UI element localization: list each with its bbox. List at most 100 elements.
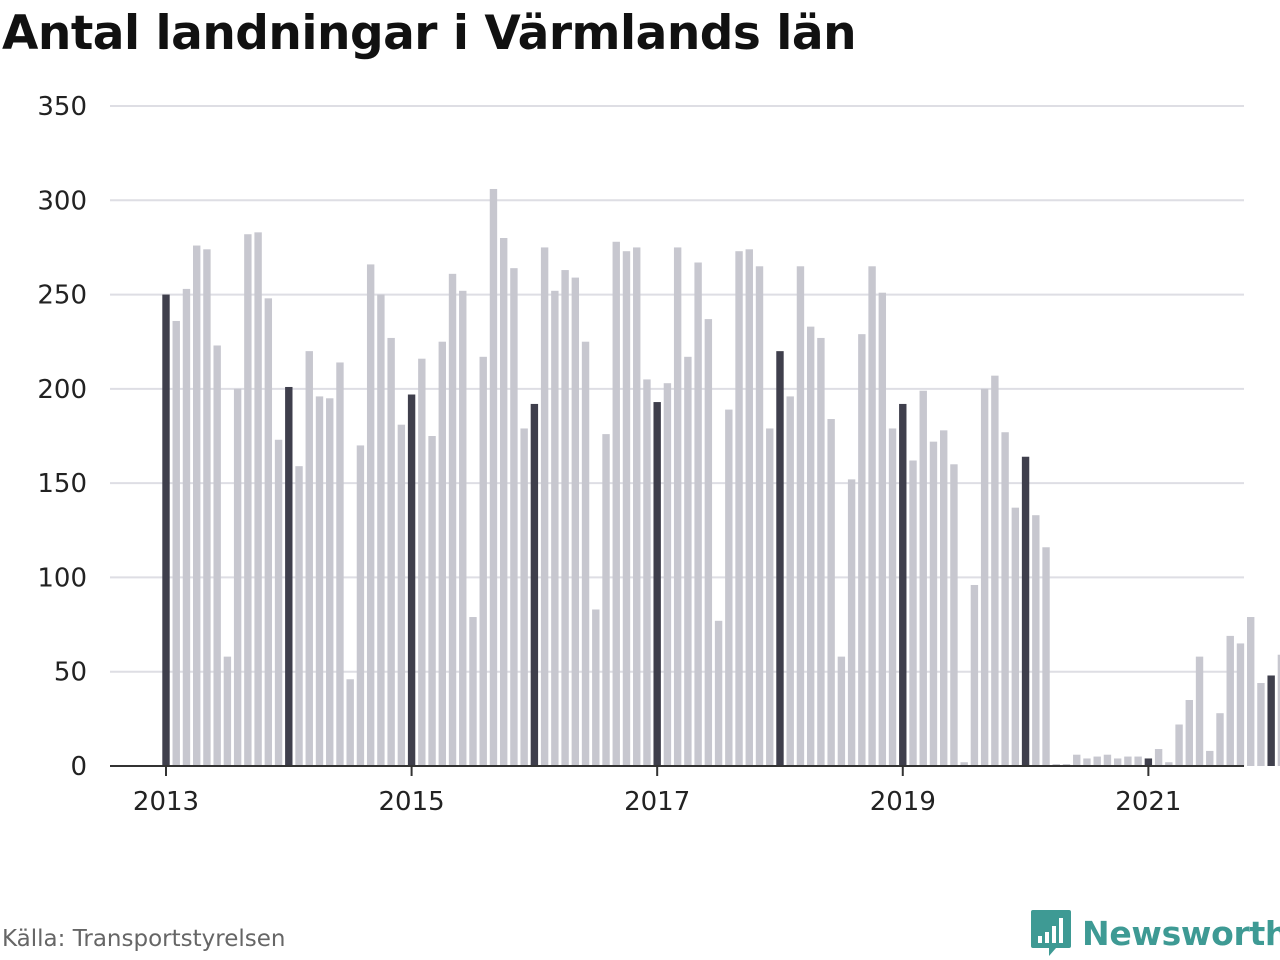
y-tick-label: 150 bbox=[37, 469, 87, 499]
bar bbox=[796, 266, 805, 766]
bar bbox=[418, 358, 426, 766]
bar bbox=[643, 379, 651, 766]
bar bbox=[950, 464, 958, 766]
bar bbox=[285, 386, 293, 766]
bar bbox=[755, 266, 764, 766]
bar bbox=[520, 428, 528, 766]
bar bbox=[919, 390, 927, 766]
bar bbox=[776, 351, 784, 766]
bar bbox=[837, 656, 846, 766]
bar bbox=[336, 362, 344, 766]
bar bbox=[725, 409, 733, 766]
bar bbox=[193, 245, 201, 767]
bar bbox=[980, 388, 989, 766]
bar bbox=[1267, 675, 1275, 766]
x-tick-label: 2019 bbox=[870, 787, 936, 817]
bar bbox=[459, 290, 467, 766]
bar bbox=[551, 290, 559, 766]
bar bbox=[315, 396, 324, 766]
bar bbox=[489, 188, 498, 767]
chart-title: Antal landningar i Värmlands län bbox=[2, 6, 857, 61]
bar bbox=[1195, 656, 1204, 766]
y-tick-label: 200 bbox=[37, 375, 87, 405]
bar bbox=[888, 428, 897, 766]
bar bbox=[1134, 756, 1142, 766]
bar bbox=[233, 388, 242, 766]
x-axis bbox=[110, 765, 1244, 776]
bar bbox=[213, 345, 221, 766]
bar bbox=[1093, 756, 1101, 766]
bar bbox=[479, 356, 487, 766]
bars bbox=[162, 188, 1280, 767]
bar bbox=[1257, 683, 1265, 766]
bar bbox=[274, 439, 283, 766]
bar bbox=[1073, 754, 1081, 766]
bar bbox=[264, 298, 273, 766]
bar bbox=[346, 679, 354, 766]
bar bbox=[714, 620, 723, 766]
bar bbox=[407, 394, 416, 766]
bar bbox=[745, 249, 753, 766]
bar bbox=[663, 383, 672, 766]
bar bbox=[448, 273, 457, 766]
bar bbox=[1236, 643, 1245, 766]
bar bbox=[940, 430, 948, 766]
bar bbox=[1144, 758, 1153, 766]
bar bbox=[684, 356, 692, 766]
y-tick-label: 100 bbox=[37, 563, 87, 593]
bar bbox=[612, 241, 620, 766]
bar bbox=[223, 656, 232, 766]
bar bbox=[1216, 713, 1224, 766]
bar bbox=[602, 434, 610, 766]
bar bbox=[1042, 547, 1050, 766]
bar bbox=[510, 268, 518, 766]
bar bbox=[305, 351, 313, 766]
bar bbox=[438, 341, 446, 766]
bar bbox=[909, 460, 917, 766]
bar bbox=[254, 232, 262, 767]
bar bbox=[1165, 762, 1173, 766]
bar bbox=[172, 320, 180, 766]
x-tick-label: 2021 bbox=[1115, 787, 1181, 817]
bar bbox=[868, 266, 876, 766]
bar bbox=[366, 264, 375, 766]
bar bbox=[622, 251, 631, 766]
bar bbox=[581, 341, 590, 766]
bar bbox=[561, 270, 569, 766]
source-note: Källa: Transportstyrelsen bbox=[2, 926, 286, 952]
bar bbox=[530, 403, 539, 766]
bar bbox=[817, 337, 825, 766]
bar bbox=[1247, 617, 1255, 766]
bar bbox=[858, 334, 866, 766]
y-tick-label: 0 bbox=[70, 752, 87, 782]
bar bbox=[786, 396, 794, 766]
brand-logo: Newsworthy bbox=[1030, 908, 1280, 958]
y-axis-tick-labels: 0 50 100 150 200 250 300 350 bbox=[37, 92, 87, 782]
x-axis-tick-labels: 201320152017201920212023 bbox=[133, 787, 1182, 817]
x-tick-label: 2017 bbox=[624, 787, 690, 817]
bar bbox=[970, 584, 979, 766]
bar bbox=[1001, 432, 1009, 766]
bar bbox=[1226, 635, 1234, 766]
y-tick-label: 50 bbox=[54, 658, 87, 688]
bar bbox=[1113, 758, 1122, 766]
bar bbox=[428, 436, 436, 766]
bar bbox=[735, 251, 743, 766]
x-tick-label: 2015 bbox=[379, 787, 445, 817]
bar bbox=[162, 294, 170, 766]
bar bbox=[878, 292, 887, 766]
bar bbox=[694, 262, 702, 766]
bar bbox=[673, 247, 682, 766]
bar bbox=[1277, 654, 1280, 766]
bar bbox=[1124, 756, 1132, 766]
bar bbox=[469, 617, 477, 766]
y-tick-label: 300 bbox=[37, 186, 87, 216]
x-tick-label: 2013 bbox=[133, 787, 199, 817]
bar bbox=[991, 375, 999, 766]
bar-chart: 0 50 100 150 200 250 300 350 2013 2015 2017 2019 20… bbox=[37, 92, 1280, 817]
bar bbox=[1011, 507, 1020, 766]
bar bbox=[295, 466, 303, 766]
bar bbox=[1206, 750, 1214, 766]
bar bbox=[182, 288, 191, 766]
bar bbox=[899, 403, 907, 766]
